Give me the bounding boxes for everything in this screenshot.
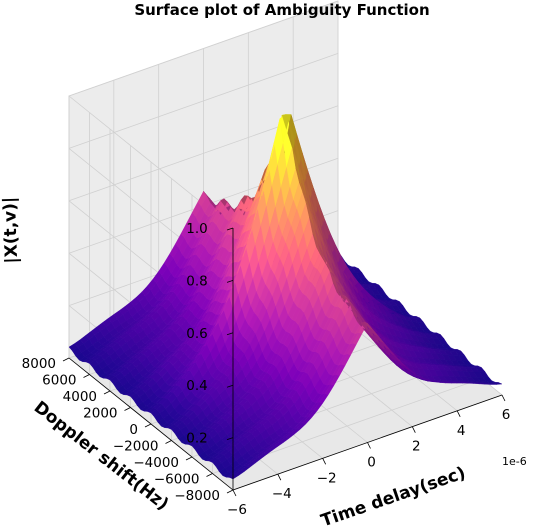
y-tick-label: −4000 xyxy=(133,455,179,471)
y-tick-mark xyxy=(226,489,234,494)
y-tick-label: 8000 xyxy=(22,356,56,372)
x-tick-mark xyxy=(232,489,237,497)
x-tick-mark xyxy=(456,410,461,418)
y-tick-label: −8000 xyxy=(174,488,220,504)
y-tick-mark xyxy=(62,357,70,362)
z-tick-mark xyxy=(226,280,234,283)
gridline-z-back xyxy=(68,0,339,97)
x-tick-mark xyxy=(411,426,416,433)
y-tick-label: 2000 xyxy=(83,406,117,422)
surface-mesh xyxy=(68,114,503,480)
z-tick-label: 1.0 xyxy=(186,221,207,237)
x-tick-label: 2 xyxy=(412,439,421,455)
x-tick-mark xyxy=(322,458,327,465)
y-tick-mark xyxy=(206,473,213,477)
y-tick-mark xyxy=(103,390,111,395)
y-tick-mark xyxy=(124,407,131,411)
z-tick-mark xyxy=(226,332,234,336)
z-tick-mark xyxy=(226,227,234,231)
z-tick-mark xyxy=(226,437,234,440)
x-tick-label: −6 xyxy=(227,502,247,518)
y-tick-mark xyxy=(185,456,193,461)
z-tick-mark xyxy=(226,384,234,388)
x-tick-mark xyxy=(367,442,371,449)
y-tick-label: 0 xyxy=(129,422,138,438)
y-tick-mark xyxy=(165,440,172,444)
x-tick-label: −4 xyxy=(272,486,292,502)
x-tick-mark xyxy=(277,473,282,481)
x-axis-offset-text: 1e-6 xyxy=(502,455,527,468)
y-tick-label: −6000 xyxy=(154,472,200,488)
y-tick-mark xyxy=(83,374,90,378)
chart-title: Surface plot of Ambiguity Function xyxy=(134,1,429,19)
y-tick-label: −2000 xyxy=(113,439,159,455)
ticks: −6−4−20246−8000−6000−4000−20000200040006… xyxy=(22,221,511,518)
x-tick-label: 4 xyxy=(457,423,466,439)
z-axis-label: |X(t,v)| xyxy=(0,196,22,263)
x-tick-label: −2 xyxy=(317,470,337,486)
y-tick-label: 6000 xyxy=(42,373,76,389)
z-tick-label: 0.4 xyxy=(186,378,207,394)
x-tick-mark xyxy=(501,394,506,402)
y-tick-label: 4000 xyxy=(63,389,97,405)
x-axis-label: Time delay(sec) xyxy=(319,463,469,530)
y-tick-mark xyxy=(144,423,152,428)
z-tick-label: 0.8 xyxy=(186,273,207,289)
z-tick-label: 0.6 xyxy=(186,326,207,342)
x-tick-label: 0 xyxy=(367,455,376,471)
x-tick-label: 6 xyxy=(502,407,511,423)
z-tick-label: 0.2 xyxy=(186,431,207,447)
surface-cell xyxy=(492,382,503,385)
